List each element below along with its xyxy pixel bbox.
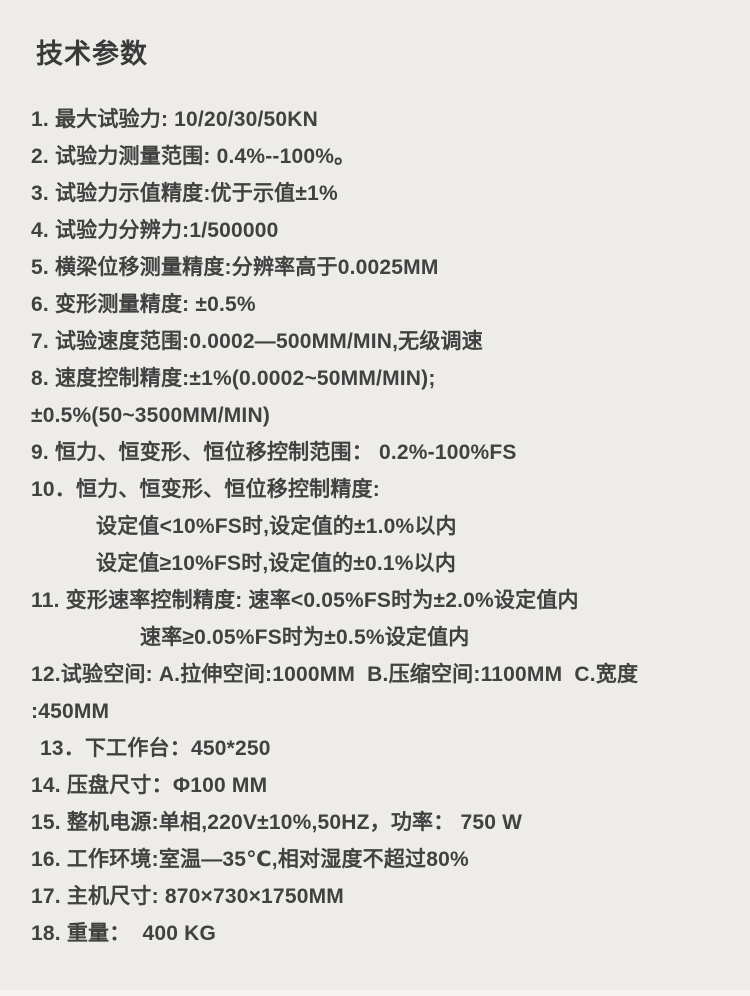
spec-line: 15. 整机电源:单相,220V±10%,50HZ，功率： 750 W <box>31 811 523 834</box>
spec-line: 16. 工作环境:室温—35℃,相对湿度不超过80% <box>31 848 469 871</box>
spec-line-continuation: 设定值≥10%FS时,设定值的±0.1%以内 <box>96 552 457 575</box>
spec-line: 4. 试验力分辨力:1/500000 <box>31 219 279 242</box>
spec-line: 12.试验空间: A.拉伸空间:1000MM B.压缩空间:1100MM C.宽… <box>31 663 639 686</box>
spec-line: 17. 主机尺寸: 870×730×1750MM <box>31 885 344 908</box>
spec-line-continuation: :450MM <box>31 700 110 723</box>
spec-line: 8. 速度控制精度:±1%(0.0002~50MM/MIN); <box>31 367 436 390</box>
spec-line: 18. 重量： 400 KG <box>31 922 217 945</box>
spec-line: 14. 压盘尺寸：Φ100 MM <box>31 774 268 797</box>
spec-line: 7. 试验速度范围:0.0002—500MM/MIN,无级调速 <box>31 330 483 353</box>
spec-line: 1. 最大试验力: 10/20/30/50KN <box>31 108 319 131</box>
spec-line: 9. 恒力、恒变形、恒位移控制范围： 0.2%-100%FS <box>31 441 517 464</box>
page-title: 技术参数 <box>36 39 148 69</box>
spec-line: 11. 变形速率控制精度: 速率<0.05%FS时为±2.0%设定值内 <box>31 589 579 612</box>
spec-line: 5. 横梁位移测量精度:分辨率高于0.0025MM <box>31 256 439 279</box>
spec-line: 6. 变形测量精度: ±0.5% <box>31 293 256 316</box>
spec-line-continuation: ±0.5%(50~3500MM/MIN) <box>31 404 271 427</box>
spec-list: 1. 最大试验力: 10/20/30/50KN 2. 试验力测量范围: 0.4%… <box>31 101 734 952</box>
spec-line-continuation: 速率≥0.05%FS时为±0.5%设定值内 <box>140 626 470 649</box>
page-bottom-edge <box>0 990 750 996</box>
spec-line: 2. 试验力测量范围: 0.4%--100%。 <box>31 145 356 168</box>
spec-line: 10．恒力、恒变形、恒位移控制精度: <box>31 478 380 501</box>
spec-line: 13．下工作台：450*250 <box>40 737 271 760</box>
spec-line: 3. 试验力示值精度:优于示值±1% <box>31 182 338 205</box>
spec-line-continuation: 设定值<10%FS时,设定值的±1.0%以内 <box>96 515 457 538</box>
